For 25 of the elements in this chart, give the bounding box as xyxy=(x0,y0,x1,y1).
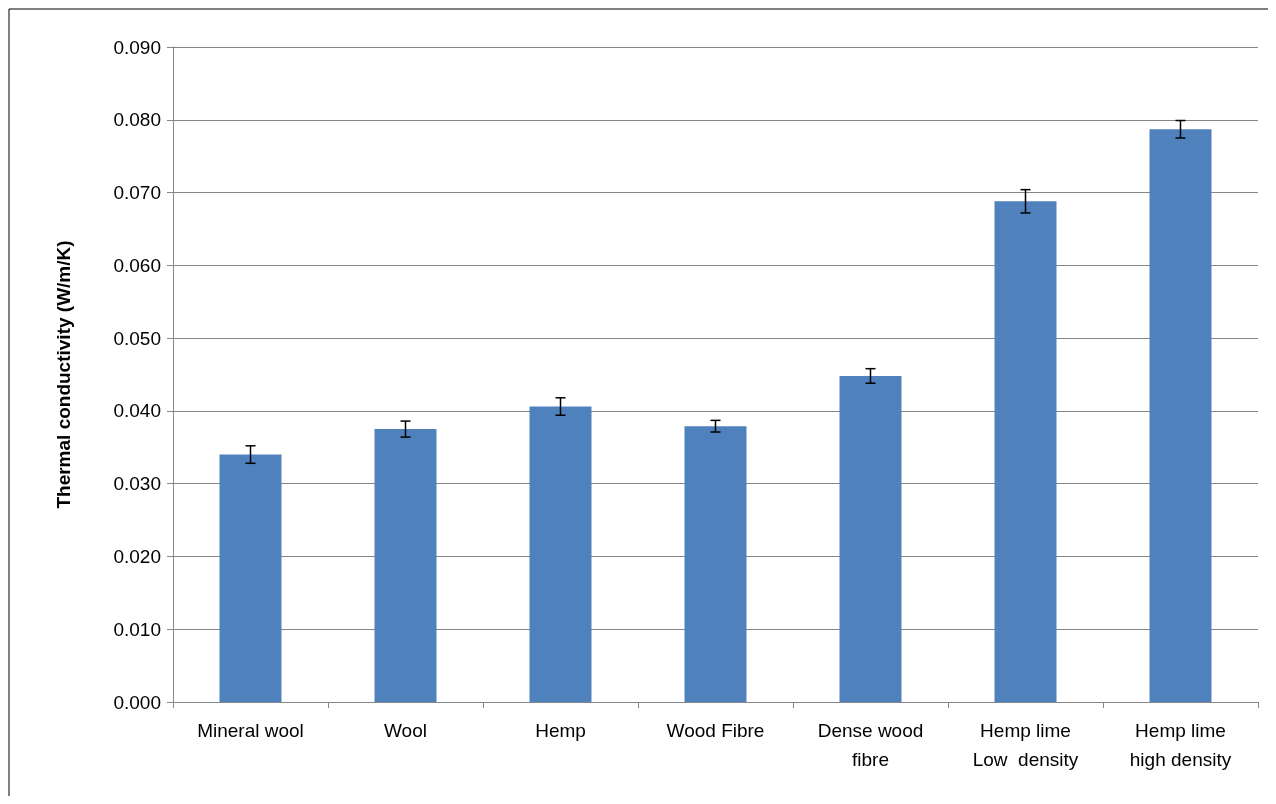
bar xyxy=(1149,129,1212,702)
x-tick-label: Wool xyxy=(384,720,427,741)
y-tick-label: 0.070 xyxy=(113,182,161,204)
bar xyxy=(219,454,282,702)
y-axis-title: Thermal conductivity (W/m/K) xyxy=(53,240,74,509)
x-tick-label: Wood Fibre xyxy=(666,720,765,741)
x-tick-label: Hemp lime Low density xyxy=(972,720,1079,770)
y-tick-label: 0.020 xyxy=(113,545,161,567)
x-tick-label: Mineral wool xyxy=(197,720,304,741)
bar xyxy=(994,201,1057,702)
bar xyxy=(529,406,592,702)
x-tick-label: Hemp xyxy=(535,720,586,741)
x-tick-label: Hemp lime high density xyxy=(1129,720,1232,770)
y-tick-label: 0.080 xyxy=(113,109,161,131)
y-tick-label: 0.000 xyxy=(113,691,161,713)
bar xyxy=(684,426,747,702)
y-tick-label: 0.060 xyxy=(113,254,161,276)
y-tick-label: 0.050 xyxy=(113,327,161,349)
y-tick-label: 0.040 xyxy=(113,400,161,422)
y-tick-label: 0.090 xyxy=(113,36,161,58)
y-tick-label: 0.030 xyxy=(113,473,161,495)
bar xyxy=(374,429,437,702)
x-tick-label: Dense wood fibre xyxy=(817,720,924,770)
bar xyxy=(839,375,902,702)
y-tick-label: 0.010 xyxy=(113,618,161,640)
